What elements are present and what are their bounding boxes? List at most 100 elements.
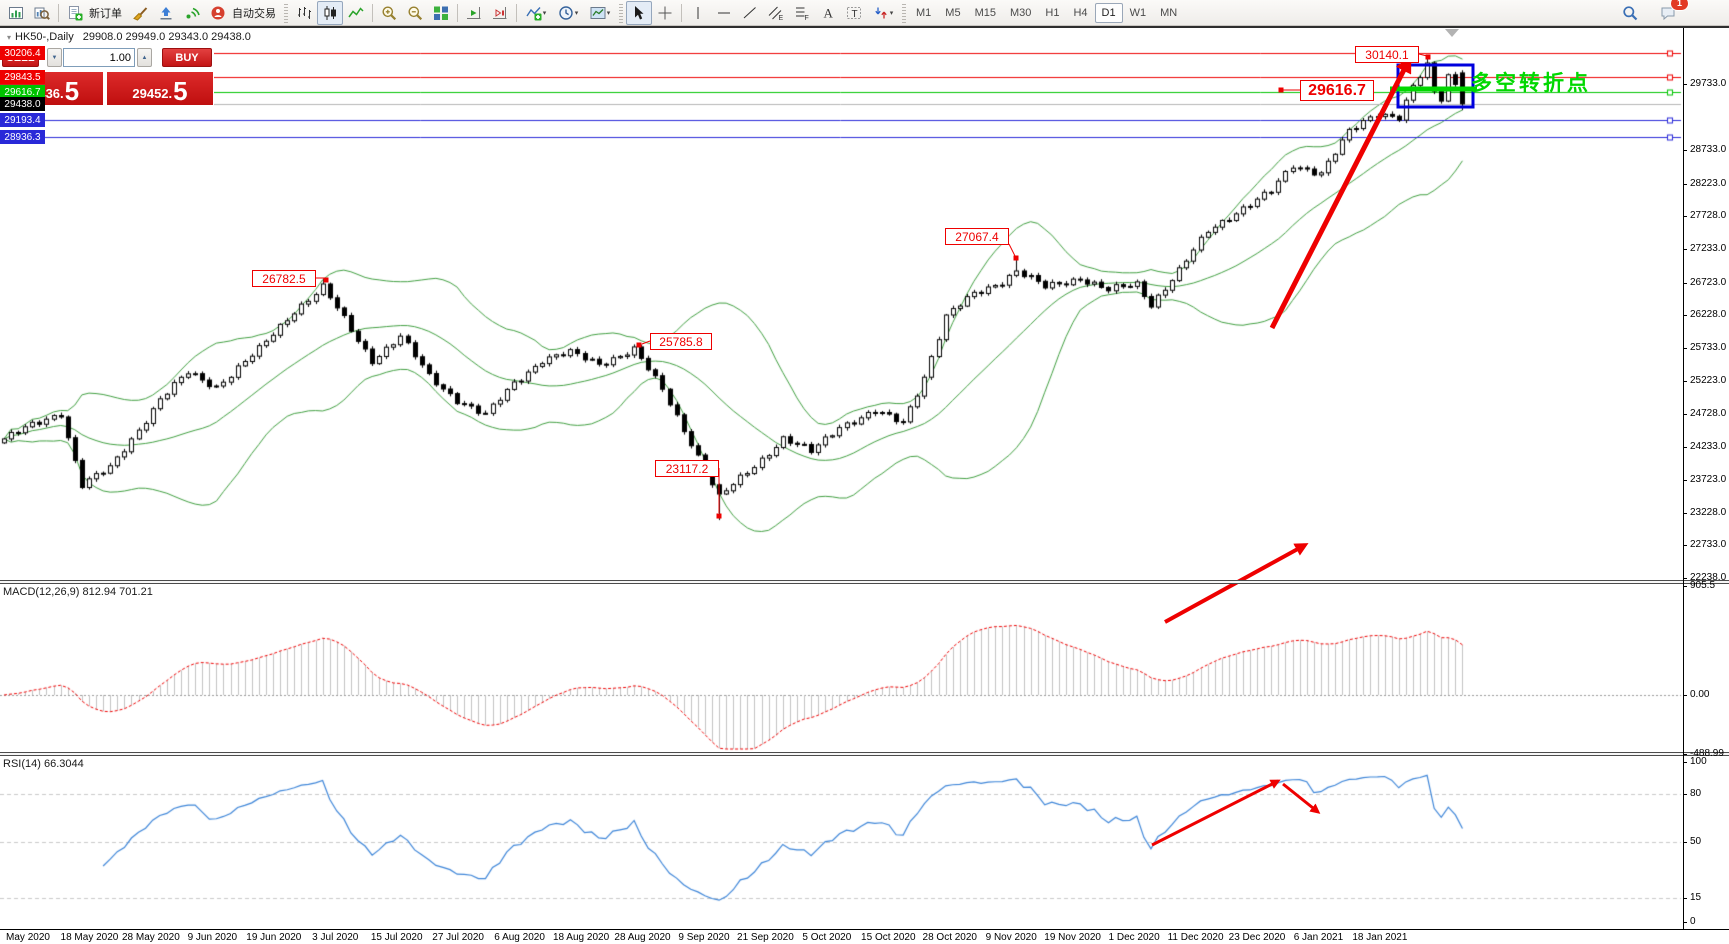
date-label: May 2020	[6, 932, 50, 943]
sell-price-frac: 5	[64, 76, 80, 106]
volume-input[interactable]	[63, 48, 135, 67]
date-label: 18 Jan 2021	[1352, 932, 1408, 943]
axis-tick	[1683, 216, 1687, 217]
price-tick-label: 24728.0	[1690, 408, 1727, 419]
price-label-box[interactable]: 23117.2	[655, 460, 719, 477]
price-tick-label: 22733.0	[1690, 539, 1727, 550]
price-level-badge: 29843.5	[0, 70, 45, 84]
axis-tick	[1683, 84, 1687, 85]
macd-indicator-label: MACD(12,26,9) 812.94 701.21	[3, 586, 153, 598]
axis-tick	[1683, 794, 1687, 795]
date-label: 28 May 2020	[121, 932, 180, 943]
price-tick-label: 25223.0	[1690, 375, 1727, 386]
date-label: 9 Sep 2020	[678, 932, 730, 943]
axis-tick	[1683, 545, 1687, 546]
axis-tick	[1683, 184, 1687, 185]
pane-separator-macd[interactable]	[0, 580, 1729, 584]
chart-ohlc-values: 29908.0 29949.0 29343.0 29438.0	[82, 31, 251, 43]
macd-axis-label: 905.5	[1690, 580, 1716, 591]
price-tick-label: 27233.0	[1690, 243, 1727, 254]
date-label: 21 Sep 2020	[737, 932, 794, 943]
price-level-badge: 30206.4	[0, 46, 45, 60]
date-label: 3 Jul 2020	[312, 932, 359, 943]
axis-tick	[1683, 381, 1687, 382]
volume-down-button[interactable]: ▼	[47, 48, 62, 67]
price-level-badge: 29616.7	[0, 85, 45, 99]
price-tick-label: 28733.0	[1690, 144, 1727, 155]
collapse-arrow-icon[interactable]: ▾	[7, 33, 12, 42]
axis-tick	[1683, 150, 1687, 151]
price-level-badge: 29438.0	[0, 97, 45, 111]
buy-price-main: 29452	[132, 86, 169, 101]
date-label: 19 Jun 2020	[246, 932, 302, 943]
price-tick-label: 22238.0	[1690, 572, 1727, 583]
date-label: 23 Dec 2020	[1228, 932, 1286, 943]
axis-tick	[1683, 249, 1687, 250]
price-level-badge: 29193.4	[0, 113, 45, 127]
date-label: 15 Oct 2020	[861, 932, 916, 943]
axis-tick	[1683, 922, 1687, 923]
price-tick-label: 26228.0	[1690, 309, 1727, 320]
price-label-box[interactable]: 26782.5	[252, 270, 316, 287]
date-label: 1 Dec 2020	[1108, 932, 1160, 943]
buy-price-display[interactable]: 29452. 5	[107, 72, 213, 105]
chart-symbol-period: HK50-,Daily	[15, 31, 74, 43]
chart-shift-marker-icon[interactable]	[1445, 29, 1459, 37]
rsi-axis-label: 80	[1690, 788, 1702, 799]
price-tick-label: 24233.0	[1690, 441, 1727, 452]
price-label-box[interactable]: 25785.8	[650, 333, 712, 350]
volume-up-button[interactable]: ▲	[137, 48, 152, 67]
axis-tick	[1683, 898, 1687, 899]
rsi-axis-label: 15	[1690, 892, 1702, 903]
macd-axis-label: -488.99	[1690, 748, 1724, 759]
date-label: 6 Aug 2020	[494, 932, 545, 943]
axis-tick	[1683, 754, 1687, 755]
date-label: 28 Oct 2020	[922, 932, 977, 943]
macd-axis-label: 0.00	[1690, 689, 1710, 700]
date-label: 19 Nov 2020	[1044, 932, 1101, 943]
axis-tick	[1683, 695, 1687, 696]
buy-button[interactable]: BUY	[162, 48, 212, 67]
date-label: 28 Aug 2020	[614, 932, 671, 943]
price-level-badge: 28936.3	[0, 130, 45, 144]
price-tick-label: 25733.0	[1690, 342, 1727, 353]
price-tick-label: 29733.0	[1690, 78, 1727, 89]
price-label-box[interactable]: 27067.4	[945, 228, 1009, 245]
date-label: 18 Aug 2020	[552, 932, 610, 943]
rsi-axis-label: 100	[1690, 756, 1707, 767]
rsi-axis-label: 0	[1690, 916, 1696, 927]
axis-tick	[1683, 315, 1687, 316]
price-tick-label: 23723.0	[1690, 474, 1727, 485]
price-axis-line	[1683, 28, 1684, 929]
price-tick-label: 28223.0	[1690, 178, 1727, 189]
chinese-annotation-text[interactable]: 多空转折点	[1471, 72, 1591, 95]
date-label: 5 Oct 2020	[802, 932, 852, 943]
axis-tick	[1683, 578, 1687, 579]
date-label: 11 Dec 2020	[1167, 932, 1224, 943]
date-label: 27 Jul 2020	[432, 932, 484, 943]
date-label: 15 Jul 2020	[370, 932, 423, 943]
time-axis-line	[0, 929, 1729, 930]
price-tick-label: 27728.0	[1690, 210, 1727, 221]
pane-separator-rsi[interactable]	[0, 752, 1729, 756]
price-label-box[interactable]: 29616.7	[1300, 80, 1374, 101]
rsi-axis-label: 50	[1690, 836, 1702, 847]
date-label: 6 Jan 2021	[1293, 932, 1344, 943]
price-tick-label: 23228.0	[1690, 507, 1727, 518]
buy-price-frac: 5	[173, 76, 188, 106]
price-label-box[interactable]: 30140.1	[1355, 46, 1419, 63]
rsi-indicator-label: RSI(14) 66.3044	[3, 758, 84, 770]
axis-tick	[1683, 447, 1687, 448]
axis-tick	[1683, 283, 1687, 284]
axis-tick	[1683, 586, 1687, 587]
axis-tick	[1683, 513, 1687, 514]
date-label: 18 May 2020	[60, 932, 119, 943]
axis-tick	[1683, 348, 1687, 349]
date-label: 9 Jun 2020	[187, 932, 238, 943]
date-label: 9 Nov 2020	[985, 932, 1037, 943]
axis-tick	[1683, 762, 1687, 763]
price-tick-label: 26723.0	[1690, 277, 1727, 288]
chart-title: ▾ HK50-,Daily 29908.0 29949.0 29343.0 2943…	[7, 31, 251, 43]
